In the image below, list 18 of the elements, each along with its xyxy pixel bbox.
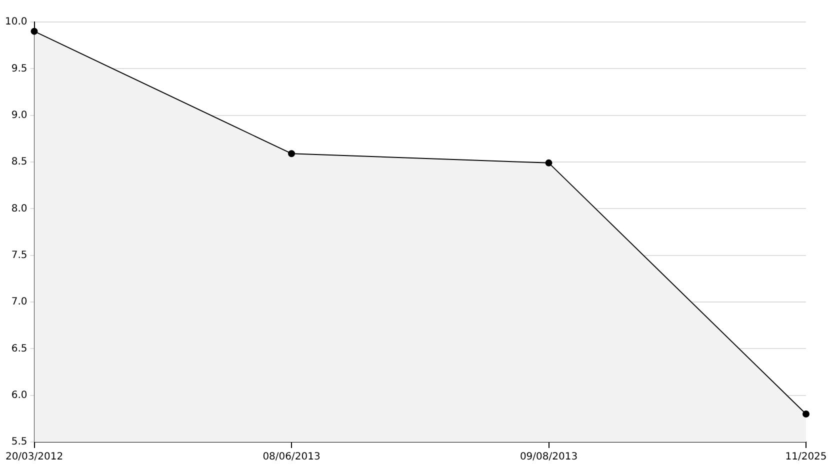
y-tick-label: 8.5: [11, 156, 28, 168]
y-tick-label: 9.5: [11, 63, 28, 74]
x-tick-label: 08/06/2013: [262, 452, 320, 463]
y-tick-label: 7.5: [11, 250, 28, 261]
point: [802, 410, 810, 418]
y-tick-label: 6.5: [11, 343, 28, 354]
y-tick-label: 8.0: [11, 203, 28, 214]
y-tick-label: 6.0: [11, 390, 28, 401]
point: [545, 159, 552, 166]
point: [288, 150, 296, 158]
x-tick-label: 20/03/2012: [5, 452, 64, 463]
point: [30, 28, 38, 35]
y-tick-label: 5.5: [11, 436, 28, 448]
y-tick-label: 9.0: [11, 110, 28, 121]
y-tick-label: 10.0: [5, 16, 28, 28]
x-tick-label: 11/2025: [785, 452, 827, 463]
x-tick-label: 09/08/2013: [520, 452, 578, 463]
y-tick-label: 7.0: [11, 296, 28, 308]
